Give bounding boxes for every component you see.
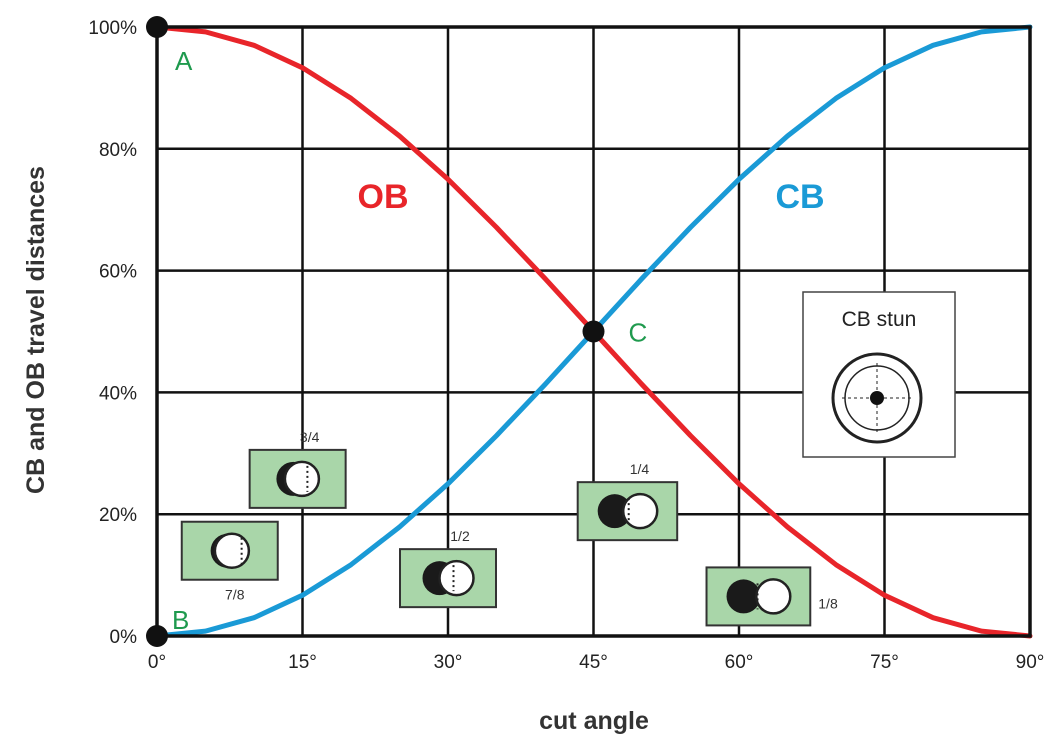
y-tick-label: 20% [99, 505, 137, 526]
y-tick-label: 0% [110, 627, 138, 648]
x-tick-label: 90° [1016, 652, 1045, 673]
tick-labels: 0° 15° 30° 45° 60° 75° 90° 0% 20% 40% 60% 80% 100% [88, 18, 1044, 673]
series-label-cb: CB [775, 178, 824, 216]
object-ball-icon [438, 559, 475, 597]
x-tick-label: 15° [288, 652, 317, 673]
cue-ball-icon [726, 579, 761, 614]
point-c-marker [582, 320, 605, 343]
x-axis-title: cut angle [539, 707, 649, 735]
object-ball-icon [283, 460, 321, 498]
ball-diagram: 1/8 [705, 566, 838, 627]
series-label-ob: OB [358, 178, 409, 216]
cue-ball-icon [597, 494, 632, 529]
point-a-marker [146, 16, 168, 38]
inset-title: CB stun [842, 308, 917, 331]
ball-diagram: 1/2 [399, 528, 497, 609]
y-tick-label: 100% [88, 18, 137, 39]
point-a-label: A [175, 46, 193, 76]
object-ball-icon [755, 578, 792, 615]
ball-diagram-fraction: 1/2 [450, 528, 470, 544]
ball-diagram-box [180, 520, 279, 581]
ball-diagram-fraction: 7/8 [225, 587, 245, 603]
y-axis-title: CB and OB travel distances [22, 166, 50, 494]
stun-diagram-icon [831, 352, 923, 444]
ball-diagrams: 7/8 3/4 1/2 1/4 1/8 [180, 429, 838, 627]
object-ball-icon [621, 492, 659, 530]
object-ball-icon [213, 532, 251, 569]
plot-border [155, 25, 1032, 638]
x-tick-label: 45° [579, 652, 608, 673]
cb-stun-inset: CB stun [802, 291, 956, 458]
x-tick-label: 60° [725, 652, 754, 673]
y-tick-label: 80% [99, 140, 137, 161]
y-tick-label: 60% [99, 262, 137, 283]
ball-diagram: 1/4 [576, 461, 679, 542]
point-b-marker [146, 625, 168, 647]
plot-frame [155, 25, 1032, 638]
ball-diagram-fraction: 1/4 [630, 461, 650, 477]
key-points: A B C [146, 16, 647, 647]
ball-diagram-fraction: 1/8 [818, 595, 838, 611]
point-c-label: C [629, 318, 648, 348]
ball-diagram: 3/4 [248, 429, 347, 509]
x-tick-label: 30° [434, 652, 463, 673]
x-tick-label: 75° [870, 652, 899, 673]
y-tick-label: 40% [99, 383, 137, 404]
ball-diagram-fraction: 3/4 [300, 429, 320, 445]
point-b-label: B [172, 605, 189, 635]
ball-diagram: 7/8 [180, 520, 279, 603]
x-tick-label: 0° [148, 652, 166, 673]
